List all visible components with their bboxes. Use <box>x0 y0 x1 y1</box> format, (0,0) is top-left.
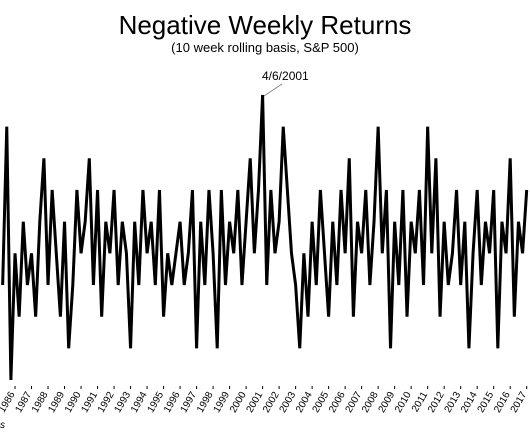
data-line <box>1 94 529 381</box>
x-tick-label: 2010 <box>393 390 414 415</box>
annotation: 4/6/2001 <box>262 69 309 83</box>
chart-subtitle: (10 week rolling basis, S&P 500) <box>171 40 359 55</box>
source-note: s <box>0 420 5 431</box>
chart-title: Negative Weekly Returns <box>119 10 412 40</box>
x-tick-label: 2017 <box>509 390 530 415</box>
annotation-leader <box>263 83 283 97</box>
